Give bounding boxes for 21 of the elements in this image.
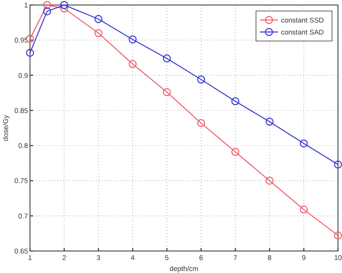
point	[231, 148, 240, 156]
point	[300, 139, 308, 148]
point	[26, 48, 34, 57]
point	[60, 1, 68, 9]
point	[334, 160, 342, 169]
point	[266, 176, 274, 185]
point	[197, 119, 206, 128]
point	[43, 1, 52, 9]
point	[128, 35, 137, 44]
point	[60, 4, 68, 13]
point	[231, 97, 240, 106]
point	[94, 15, 102, 24]
point	[197, 76, 206, 84]
point	[162, 54, 171, 62]
point	[162, 88, 171, 96]
point	[334, 232, 342, 240]
point	[128, 60, 137, 68]
point	[94, 29, 102, 38]
point	[300, 206, 308, 214]
point	[266, 118, 274, 126]
point	[43, 7, 52, 16]
